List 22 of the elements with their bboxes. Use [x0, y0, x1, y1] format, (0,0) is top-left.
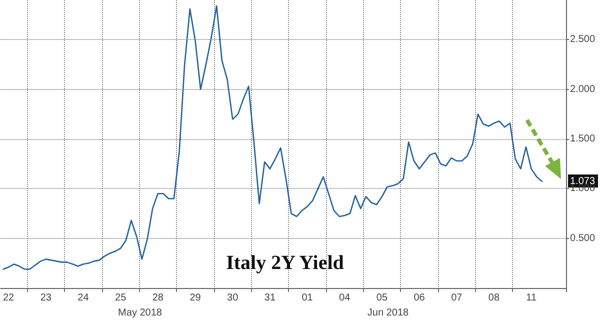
- x-tick-label: 11: [526, 292, 537, 304]
- x-tick-label: 04: [339, 292, 351, 304]
- y-tick-label: 1.500: [570, 134, 596, 145]
- y-tick-label: 2.500: [570, 34, 596, 46]
- x-tick-label: 22: [2, 292, 15, 304]
- y-tick-label: 0.500: [570, 232, 596, 244]
- x-tick-label: 05: [376, 292, 388, 304]
- y-tick-label: 2.000: [570, 84, 596, 95]
- x-tick-label: 31: [264, 292, 276, 304]
- text: Italy 2Y Yield: [226, 252, 344, 274]
- x-tick-label: 06: [414, 292, 426, 304]
- x-tick-label: 23: [40, 292, 52, 304]
- x-tick-label: 30: [227, 292, 239, 304]
- x-tick-label: 08: [488, 292, 500, 304]
- x-tick-label: 28: [152, 292, 164, 304]
- x-tick-label: 29: [190, 292, 202, 304]
- x-tick-label: 07: [451, 292, 463, 304]
- text: May 2018: [118, 308, 162, 318]
- x-tick-label: 24: [78, 292, 90, 304]
- x-tick-label: 01: [302, 292, 314, 304]
- x-tick-label: 25: [115, 292, 127, 304]
- text: Jun 2018: [367, 308, 410, 318]
